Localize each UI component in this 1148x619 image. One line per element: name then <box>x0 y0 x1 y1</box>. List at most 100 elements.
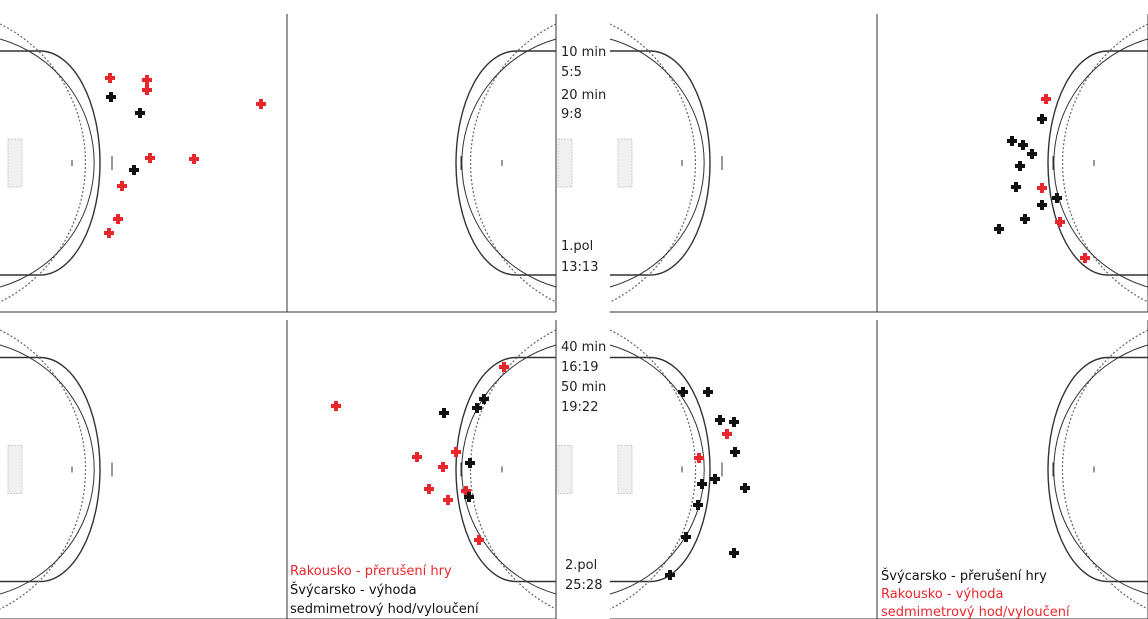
marker-red-p3-4 <box>438 462 448 472</box>
marker-black-p2-1 <box>1007 136 1017 146</box>
court-p4 <box>609 320 1148 619</box>
goal-area-left <box>610 356 711 583</box>
marker-black-p2-9 <box>994 224 1004 234</box>
marker-black-p3-1 <box>472 403 482 413</box>
marker-black-p1-2 <box>129 165 139 175</box>
nine-meter-right <box>461 38 557 288</box>
goal-area-right <box>455 50 556 276</box>
marker-red-p3-1 <box>331 401 341 411</box>
marker-black-p1-1 <box>135 108 145 118</box>
nine-meter-right <box>1053 344 1148 595</box>
marker-black-p2-0 <box>1037 114 1047 124</box>
marker-red-p4-0 <box>722 429 732 439</box>
marker-red-p1-8 <box>104 228 114 238</box>
free-throw-right <box>1061 329 1148 610</box>
marker-black-p4-3 <box>729 417 739 427</box>
nine-meter-left <box>609 344 705 595</box>
marker-black-p2-2 <box>1018 140 1028 150</box>
goal-area-left <box>0 50 101 276</box>
goal-area-right <box>1047 356 1148 583</box>
marker-black-p2-8 <box>1020 214 1030 224</box>
goal-left <box>617 445 633 494</box>
marker-red-p4-1 <box>694 453 704 463</box>
court-p1 <box>0 14 573 313</box>
marker-black-p2-4 <box>1015 161 1025 171</box>
marker-black-p4-4 <box>730 447 740 457</box>
marker-black-p4-7 <box>740 483 750 493</box>
half-score-1: 13:13 <box>561 260 599 275</box>
marker-red-p1-6 <box>117 181 127 191</box>
marker-black-p3-0 <box>479 394 489 404</box>
goal-area-right <box>1047 50 1148 276</box>
time-label-50min: 50 min <box>561 380 607 395</box>
marker-red-p3-0 <box>499 362 509 372</box>
marker-black-p3-3 <box>465 458 475 468</box>
nine-meter-left <box>0 38 95 288</box>
marker-black-p2-5 <box>1011 182 1021 192</box>
time-label-40min: 40 min <box>561 340 607 355</box>
goal-area-left <box>610 50 711 276</box>
marker-red-p1-4 <box>145 153 155 163</box>
marker-red-p2-1 <box>1037 183 1047 193</box>
court-p3 <box>0 320 573 619</box>
half-label-1: 1.pol <box>561 239 594 254</box>
score-label-10min: 5:5 <box>561 65 582 80</box>
legend-switzerland-advantage: Švýcarsko - výhoda <box>290 583 417 598</box>
score-label-20min: 9:8 <box>561 107 582 122</box>
score-label-50min: 19:22 <box>561 400 599 415</box>
marker-red-p3-5 <box>424 484 434 494</box>
marker-red-p1-3 <box>256 99 266 109</box>
free-throw-right <box>469 329 557 610</box>
goal-right <box>557 445 573 494</box>
legend-switzerland-interruption: Švýcarsko - přerušení hry <box>881 569 1047 584</box>
marker-black-p4-5 <box>710 474 720 484</box>
marker-black-p4-8 <box>693 500 703 510</box>
marker-red-p3-2 <box>412 452 422 462</box>
nine-meter-right <box>1053 38 1148 288</box>
marker-red-p1-7 <box>113 214 123 224</box>
marker-red-p3-6 <box>461 486 471 496</box>
marker-red-p1-0 <box>105 73 115 83</box>
goal-area-left <box>0 356 101 583</box>
half-label-2: 2.pol <box>565 558 598 573</box>
free-throw-left <box>609 329 697 610</box>
marker-black-p4-9 <box>681 532 691 542</box>
goal-right <box>557 138 573 188</box>
marker-red-p1-5 <box>189 154 199 164</box>
free-throw-left <box>609 23 697 303</box>
marker-black-p1-0 <box>106 92 116 102</box>
nine-meter-left <box>0 344 95 595</box>
free-throw-left <box>0 329 87 610</box>
marker-red-p2-3 <box>1080 253 1090 263</box>
marker-black-p2-7 <box>1037 200 1047 210</box>
marker-black-p4-0 <box>678 387 688 397</box>
free-throw-right <box>1061 23 1148 303</box>
nine-meter-right <box>461 344 557 595</box>
legend-switzerland-penalty: sedmimetrový hod/vyloučení <box>290 602 479 617</box>
legend-austria-penalty: sedmimetrový hod/vyloučení <box>881 605 1070 619</box>
marker-black-p2-3 <box>1027 149 1037 159</box>
legend-austria-advantage: Rakousko - výhoda <box>881 587 1004 602</box>
score-label-40min: 16:19 <box>561 360 599 375</box>
marker-black-p4-11 <box>665 570 675 580</box>
marker-black-p3-2 <box>439 408 449 418</box>
free-throw-right <box>469 23 557 303</box>
time-label-20min: 20 min <box>561 88 607 103</box>
marker-red-p3-7 <box>443 495 453 505</box>
goal-left <box>7 445 23 494</box>
marker-red-p2-0 <box>1041 94 1051 104</box>
free-throw-left <box>0 23 87 303</box>
goal-left <box>7 138 23 188</box>
marker-black-p4-10 <box>729 548 739 558</box>
marker-red-p1-2 <box>142 85 152 95</box>
marker-black-p4-6 <box>697 479 707 489</box>
marker-black-p3-4 <box>464 492 474 502</box>
marker-black-p4-2 <box>715 415 725 425</box>
nine-meter-left <box>609 38 705 288</box>
marker-red-p2-2 <box>1055 217 1065 227</box>
marker-black-p2-6 <box>1052 193 1062 203</box>
half-score-2: 25:28 <box>565 578 603 593</box>
time-label-10min: 10 min <box>561 45 607 60</box>
marker-red-p1-1 <box>142 75 152 85</box>
marker-red-p3-8 <box>474 535 484 545</box>
